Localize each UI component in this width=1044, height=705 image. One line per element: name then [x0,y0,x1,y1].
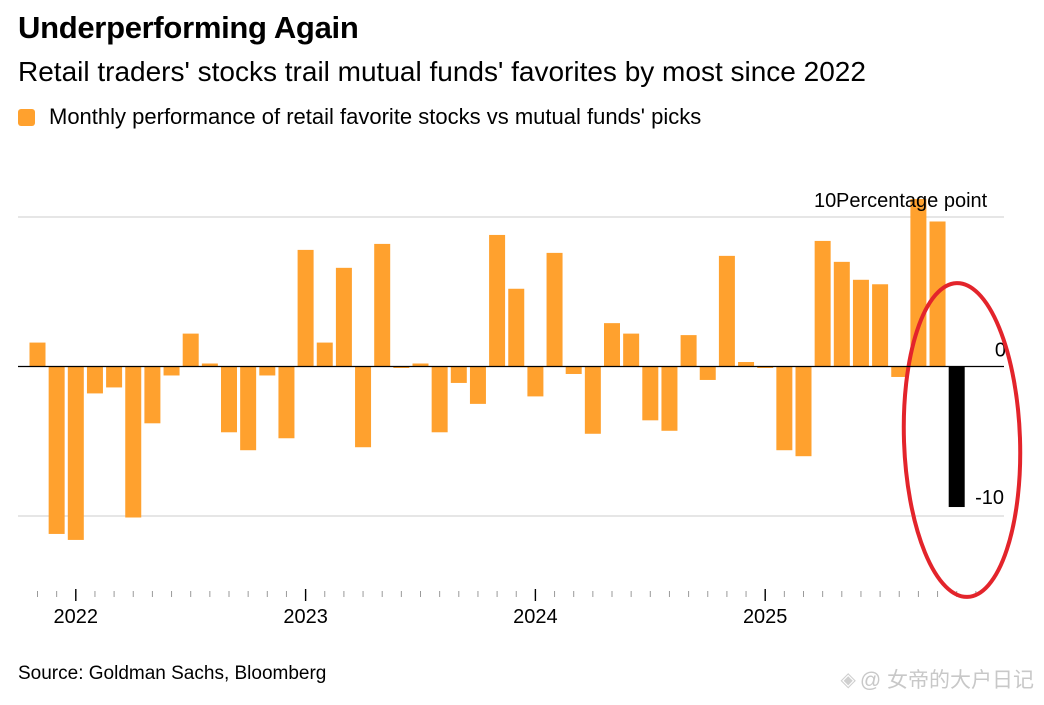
bar [393,366,410,368]
annotation-layer [901,281,1023,599]
bar [852,279,869,367]
bars-layer [29,199,965,540]
legend-swatch [18,108,35,126]
axis-layer: 10 Percentage point 0 -10 2022 2023 2024 2025 [37,190,1006,628]
x-tick-label: 2024 [513,606,558,628]
watermark-text: @ 女帝的大户日记 [859,669,1034,692]
bar [469,366,486,404]
bar [757,366,774,368]
bar [163,366,180,376]
legend: Monthly performance of retail favorite s… [18,104,701,130]
bar [565,366,582,374]
highlight-bar [948,366,965,508]
bar [144,366,161,424]
bar [297,249,314,367]
bar [240,366,257,451]
bar [278,366,295,439]
bar [699,366,716,380]
bar [738,362,755,367]
chart-subtitle: Retail traders' stocks trail mutual fund… [18,56,866,87]
bar [604,323,620,367]
bar [316,342,333,367]
bar [910,199,927,367]
bar [795,366,812,457]
bar [48,366,65,534]
y-axis-label: Percentage point [836,190,988,212]
bar [335,267,352,367]
bar [221,366,237,433]
x-tick-label: 2023 [283,606,328,628]
chart-title: Underperforming Again [18,10,359,45]
diamond-logo-icon: ◈ [840,668,856,691]
bar [106,366,123,388]
bar [182,333,199,367]
bar [642,366,659,421]
bar [489,234,506,367]
bar [872,284,889,367]
grid-layer [18,216,1004,517]
bar [125,366,142,518]
watermark: ◈ @ 女帝的大户日记 [840,664,1034,694]
legend-label: Monthly performance of retail favorite s… [49,104,702,129]
bar [680,335,697,367]
bar [29,342,46,367]
bar [67,366,84,540]
bar [201,363,218,367]
bar [833,261,850,367]
bar [584,366,601,434]
bar [891,366,908,377]
bar [546,252,563,367]
y-tick-label: -10 [975,487,1004,509]
bar [623,333,640,367]
bar [718,255,735,367]
bar [86,366,103,394]
bar [374,243,391,367]
y-tick-label: 0 [995,340,1006,362]
bar [527,366,544,397]
bar [776,366,793,451]
bar [259,366,276,376]
y-tick-label: 10 [814,190,836,212]
x-tick-label: 2025 [743,606,788,628]
bar [814,240,831,367]
source-note: Source: Goldman Sachs, Bloomberg [18,663,327,684]
bar [508,288,525,367]
bar [355,366,372,448]
bar [661,366,678,431]
bar [450,366,467,383]
bar [412,363,429,367]
bar [431,366,448,433]
annotation-ellipse [901,281,1023,599]
x-tick-label: 2022 [54,606,99,628]
